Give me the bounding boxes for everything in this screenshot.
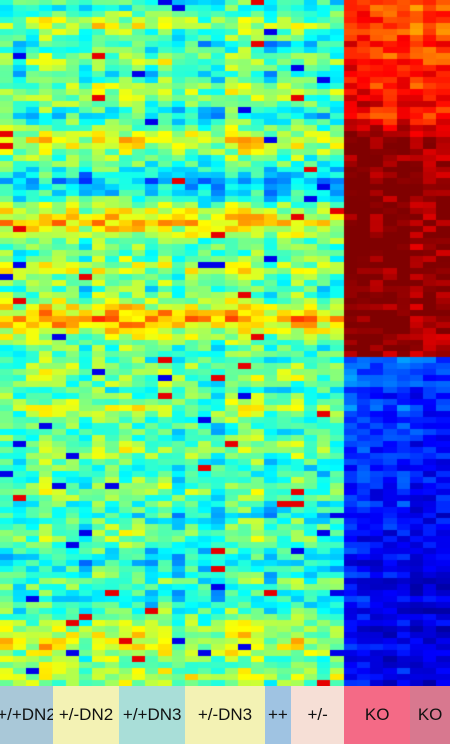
group-label-7: KO [410, 686, 450, 744]
group-label-0: +/+ DN2 [0, 686, 56, 744]
group-label-3: +/- DN3 [185, 686, 265, 744]
group-label-2: +/+ DN3 [119, 686, 186, 744]
group-label-1: +/- DN2 [52, 686, 120, 744]
expression-heatmap [0, 0, 450, 686]
group-label-4: ++ [264, 686, 292, 744]
group-label-6: KO [344, 686, 411, 744]
group-label-5: +/- [291, 686, 345, 744]
sample-group-labels: +/+ DN2 +/- DN2 +/+ DN3 +/- DN3 ++ +/- KO KO [0, 686, 450, 744]
